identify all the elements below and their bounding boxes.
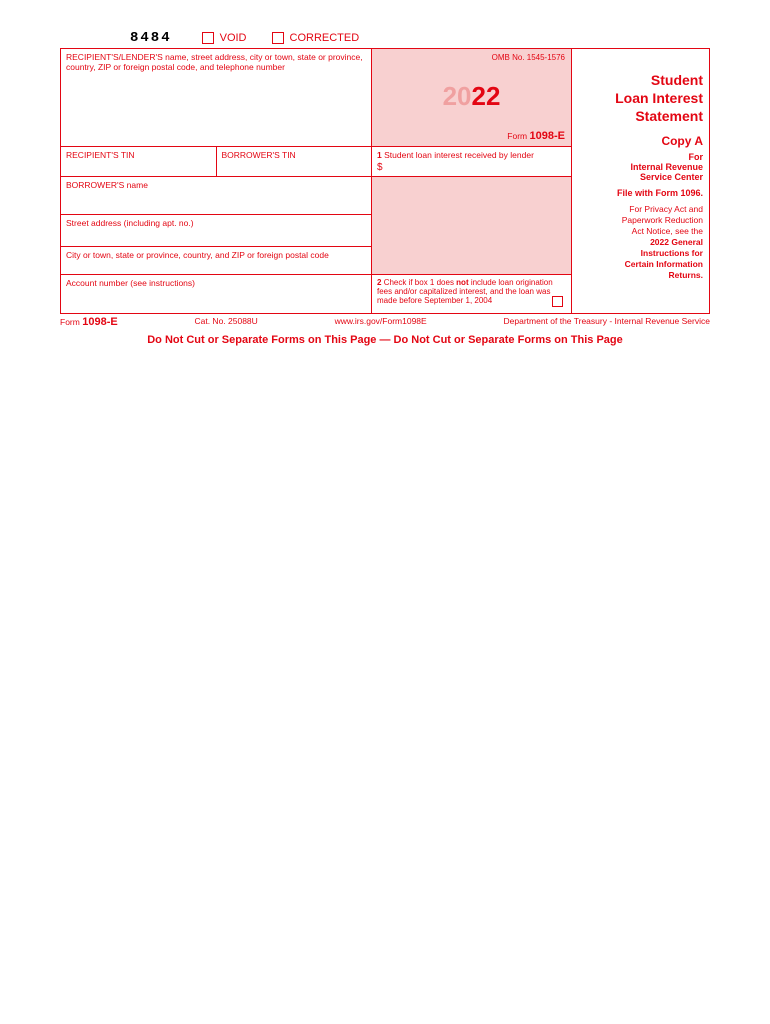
recipient-tin-cell[interactable]: RECIPIENT'S TIN (61, 147, 217, 177)
account-cell[interactable]: Account number (see instructions) (61, 275, 371, 313)
form-prefix: Form (507, 131, 527, 141)
recipient-lender-cell[interactable]: RECIPIENT'S/LENDER'S name, street addres… (61, 49, 371, 147)
footer-form-name: 1098-E (82, 316, 117, 328)
borrower-tin-cell[interactable]: BORROWER'S TIN (217, 147, 372, 177)
privacy-l2: Paperwork Reduction (578, 215, 703, 226)
for-line1: For (578, 152, 703, 162)
footer-url: www.irs.gov/Form1098E (335, 316, 427, 328)
top-row: 8484 VOID CORRECTED (60, 30, 710, 46)
form-1098e: 8484 VOID CORRECTED RECIPIENT'S/LENDER'S… (60, 30, 710, 346)
empty-pink-box (372, 177, 571, 275)
for-line3: Service Center (578, 172, 703, 182)
title-line2: Loan Interest (578, 89, 703, 107)
year-suffix: 22 (472, 81, 501, 111)
footer-cat: Cat. No. 25088U (194, 316, 257, 328)
form-label: Form 1098-E (507, 130, 565, 142)
box1-number: 1 (377, 150, 382, 160)
privacy-l5: Instructions for (641, 248, 703, 258)
form-name: 1098-E (530, 130, 565, 142)
year-prefix: 20 (443, 81, 472, 111)
form-code: 8484 (130, 30, 172, 46)
street-address-cell[interactable]: Street address (including apt. no.) (61, 215, 371, 247)
tin-row: RECIPIENT'S TIN BORROWER'S TIN (61, 147, 371, 177)
omb-number: OMB No. 1545-1576 (492, 53, 565, 62)
footer-dept: Department of the Treasury - Internal Re… (504, 316, 710, 328)
box2-text: Check if box 1 does not include loan ori… (377, 278, 553, 305)
street-address-label: Street address (including apt. no.) (66, 218, 194, 228)
file-with: File with Form 1096. (578, 188, 703, 198)
borrower-tin-label: BORROWER'S TIN (222, 150, 296, 160)
corrected-label: CORRECTED (290, 32, 360, 44)
footer-form-prefix: Form (60, 317, 80, 327)
recipient-tin-label: RECIPIENT'S TIN (66, 150, 135, 160)
privacy-l4: 2022 General (650, 237, 703, 247)
title-line3: Statement (578, 107, 703, 125)
copy-label: Copy A (578, 134, 703, 148)
box-2: 2 Check if box 1 does not include loan o… (372, 275, 571, 313)
box2-number: 2 (377, 278, 381, 287)
dollar-sign: $ (377, 162, 566, 173)
privacy-l7: Returns. (669, 270, 703, 280)
for-section: For Internal Revenue Service Center (578, 152, 703, 182)
footer-row: Form 1098-E Cat. No. 25088U www.irs.gov/… (60, 314, 710, 330)
cut-line: Do Not Cut or Separate Forms on This Pag… (60, 334, 710, 346)
footer-form: Form 1098-E (60, 316, 118, 328)
privacy-l1: For Privacy Act and (578, 204, 703, 215)
form-title: Student Loan Interest Statement (578, 71, 703, 126)
recipient-lender-label: RECIPIENT'S/LENDER'S name, street addres… (66, 52, 363, 72)
void-checkbox[interactable] (202, 32, 214, 44)
year-box: OMB No. 1545-1576 2022 Form 1098-E (372, 49, 571, 147)
for-line2: Internal Revenue (578, 162, 703, 172)
account-label: Account number (see instructions) (66, 278, 195, 288)
privacy-notice: For Privacy Act and Paperwork Reduction … (578, 204, 703, 281)
box2-checkbox[interactable] (552, 296, 563, 307)
title-line1: Student (578, 71, 703, 89)
right-column: Student Loan Interest Statement Copy A F… (571, 49, 709, 313)
corrected-checkbox[interactable] (272, 32, 284, 44)
box-1[interactable]: 1 Student loan interest received by lend… (372, 147, 571, 177)
box1-text: Student loan interest received by lender (384, 150, 534, 160)
city-cell[interactable]: City or town, state or province, country… (61, 247, 371, 275)
privacy-l3: Act Notice, see the (578, 226, 703, 237)
privacy-l6: Certain Information (625, 259, 703, 269)
middle-column: OMB No. 1545-1576 2022 Form 1098-E 1 Stu… (371, 49, 571, 313)
corrected-group: CORRECTED (272, 32, 360, 44)
tax-year: 2022 (443, 81, 501, 112)
left-column: RECIPIENT'S/LENDER'S name, street addres… (61, 49, 371, 313)
main-grid: RECIPIENT'S/LENDER'S name, street addres… (60, 48, 710, 314)
borrower-name-cell[interactable]: BORROWER'S name (61, 177, 371, 215)
city-label: City or town, state or province, country… (66, 250, 329, 260)
void-group: VOID (202, 32, 247, 44)
void-label: VOID (220, 32, 247, 44)
borrower-name-label: BORROWER'S name (66, 180, 148, 190)
